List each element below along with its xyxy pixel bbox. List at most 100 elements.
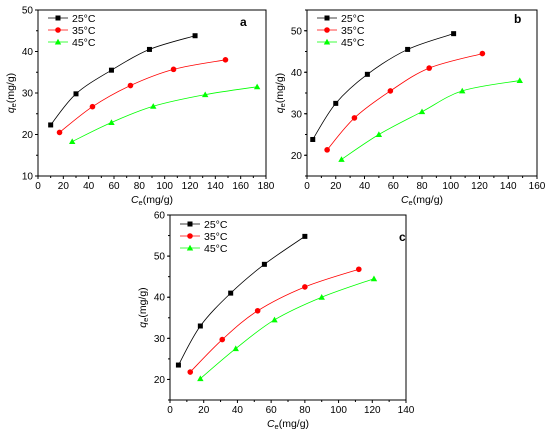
series-line: [50, 35, 196, 126]
data-point: [516, 77, 523, 84]
x-tick-label: 140: [398, 405, 415, 416]
data-point: [56, 129, 63, 136]
legend-entry: 45°C: [72, 37, 96, 49]
y-tick-label: 50: [291, 26, 303, 37]
x-axis-label: Ce(mg/g): [401, 194, 443, 207]
data-point: [426, 65, 432, 71]
data-point: [370, 275, 378, 282]
data-point: [302, 233, 308, 239]
x-tick-label: 180: [258, 181, 275, 192]
series-25°C: [48, 33, 198, 128]
data-point: [364, 71, 370, 77]
panel-label: b: [514, 12, 521, 26]
data-point: [318, 294, 325, 300]
data-point: [228, 290, 234, 296]
data-point: [175, 362, 181, 368]
x-tick-label: 120: [471, 181, 488, 192]
data-point: [302, 284, 308, 290]
x-axis-label: Ce(mg/g): [131, 194, 173, 207]
data-point: [150, 103, 157, 109]
legend-entry: 35°C: [72, 25, 96, 37]
x-tick-label: 20: [58, 181, 70, 192]
series-25°C: [310, 31, 457, 142]
data-point: [405, 46, 411, 52]
data-point: [253, 83, 261, 90]
data-point: [351, 115, 358, 121]
x-tick-label: 20: [198, 405, 210, 416]
series-45°C: [69, 83, 261, 145]
series-45°C: [338, 77, 523, 162]
y-tick-label: 30: [291, 109, 303, 120]
data-point: [73, 91, 79, 97]
data-point: [108, 119, 115, 125]
y-tick-label: 30: [154, 334, 166, 345]
x-tick-label: 60: [108, 181, 120, 192]
x-tick-label: 160: [232, 181, 249, 192]
data-point: [254, 307, 261, 314]
x-tick-label: 20: [330, 181, 342, 192]
series-35°C: [187, 266, 362, 375]
x-tick-label: 120: [364, 405, 381, 416]
legend-marker: [323, 38, 331, 45]
data-point: [338, 156, 345, 162]
data-point: [69, 138, 76, 145]
legend-marker: [324, 27, 330, 33]
x-tick-label: 60: [388, 181, 400, 192]
legend-entry: 35°C: [341, 25, 365, 37]
y-tick-label: 20: [22, 130, 34, 141]
series-line: [341, 80, 520, 160]
data-point: [232, 345, 239, 352]
x-axis-label: Ce(mg/g): [267, 418, 309, 431]
legend-marker: [186, 244, 194, 251]
legend-marker: [55, 15, 61, 21]
x-tick-label: 120: [182, 181, 199, 192]
x-tick-label: 0: [304, 181, 310, 192]
x-tick-label: 100: [156, 181, 173, 192]
series-35°C: [324, 50, 486, 153]
series-line: [59, 59, 226, 133]
y-axis-label: qe(mg/g): [5, 73, 18, 113]
x-tick-label: 40: [359, 181, 371, 192]
x-tick-label: 160: [529, 181, 546, 192]
y-tick-label: 40: [154, 293, 166, 304]
y-axis-label: qe(mg/g): [274, 73, 287, 113]
y-tick-label: 50: [154, 252, 166, 263]
data-point: [146, 46, 152, 52]
data-point: [127, 82, 134, 89]
data-point: [219, 336, 226, 343]
legend-entry: 25°C: [341, 13, 365, 25]
legend-entry: 25°C: [204, 219, 228, 231]
data-point: [197, 375, 204, 382]
legend-entry: 45°C: [204, 243, 228, 255]
x-tick-label: 40: [83, 181, 95, 192]
y-tick-label: 10: [22, 172, 34, 183]
panel-label: c: [399, 230, 406, 244]
x-tick-label: 80: [134, 181, 146, 192]
data-point: [387, 88, 394, 94]
data-point: [187, 369, 194, 375]
x-tick-label: 40: [232, 405, 244, 416]
y-tick-label: 40: [291, 68, 303, 79]
x-tick-label: 140: [500, 181, 517, 192]
x-tick-label: 60: [266, 405, 278, 416]
legend-marker: [187, 221, 193, 227]
y-tick-label: 30: [22, 89, 34, 100]
x-tick-label: 0: [35, 181, 41, 192]
x-tick-label: 100: [330, 405, 347, 416]
series-line: [72, 86, 258, 142]
legend-marker: [187, 233, 193, 239]
x-tick-label: 80: [416, 181, 428, 192]
x-tick-label: 80: [299, 405, 311, 416]
panel-label: a: [240, 15, 247, 29]
data-point: [197, 323, 203, 329]
series-25°C: [175, 233, 308, 368]
legend-entry: 45°C: [341, 37, 365, 49]
data-point: [324, 147, 330, 153]
data-point: [89, 103, 96, 110]
series-line: [326, 53, 483, 151]
data-point: [108, 67, 114, 73]
data-point: [375, 131, 383, 137]
series-line: [200, 278, 375, 379]
chart-panel-b: 0 20 40 60 80 100 120 140 160 20 30 40 50 Ce(mg/g) qe(…: [274, 9, 546, 207]
